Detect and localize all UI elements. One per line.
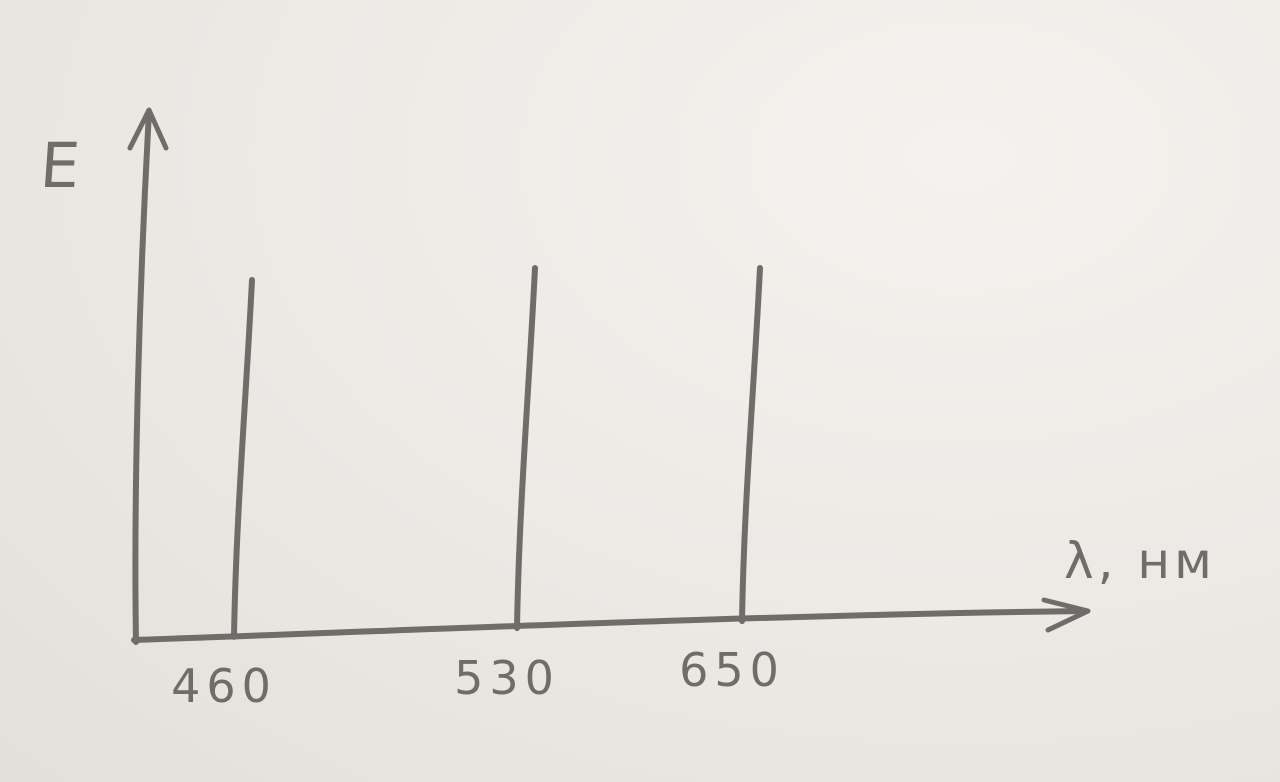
y-axis bbox=[132, 109, 152, 645]
y-axis-label: E bbox=[38, 129, 82, 202]
spectral-line-650 bbox=[739, 265, 763, 625]
spectral-line-460 bbox=[231, 277, 255, 640]
x-axis-label: λ, нм bbox=[1064, 532, 1216, 590]
tick-label-650: 650 bbox=[679, 643, 785, 697]
tick-label-460: 460 bbox=[171, 659, 277, 713]
spectral-line-530 bbox=[514, 265, 538, 632]
x-axis-arrowhead bbox=[1041, 597, 1091, 633]
spectral-lines: 460 530 650 bbox=[171, 265, 785, 713]
y-axis-arrowhead bbox=[127, 107, 169, 151]
tick-label-530: 530 bbox=[454, 651, 560, 705]
x-axis bbox=[131, 608, 1089, 643]
